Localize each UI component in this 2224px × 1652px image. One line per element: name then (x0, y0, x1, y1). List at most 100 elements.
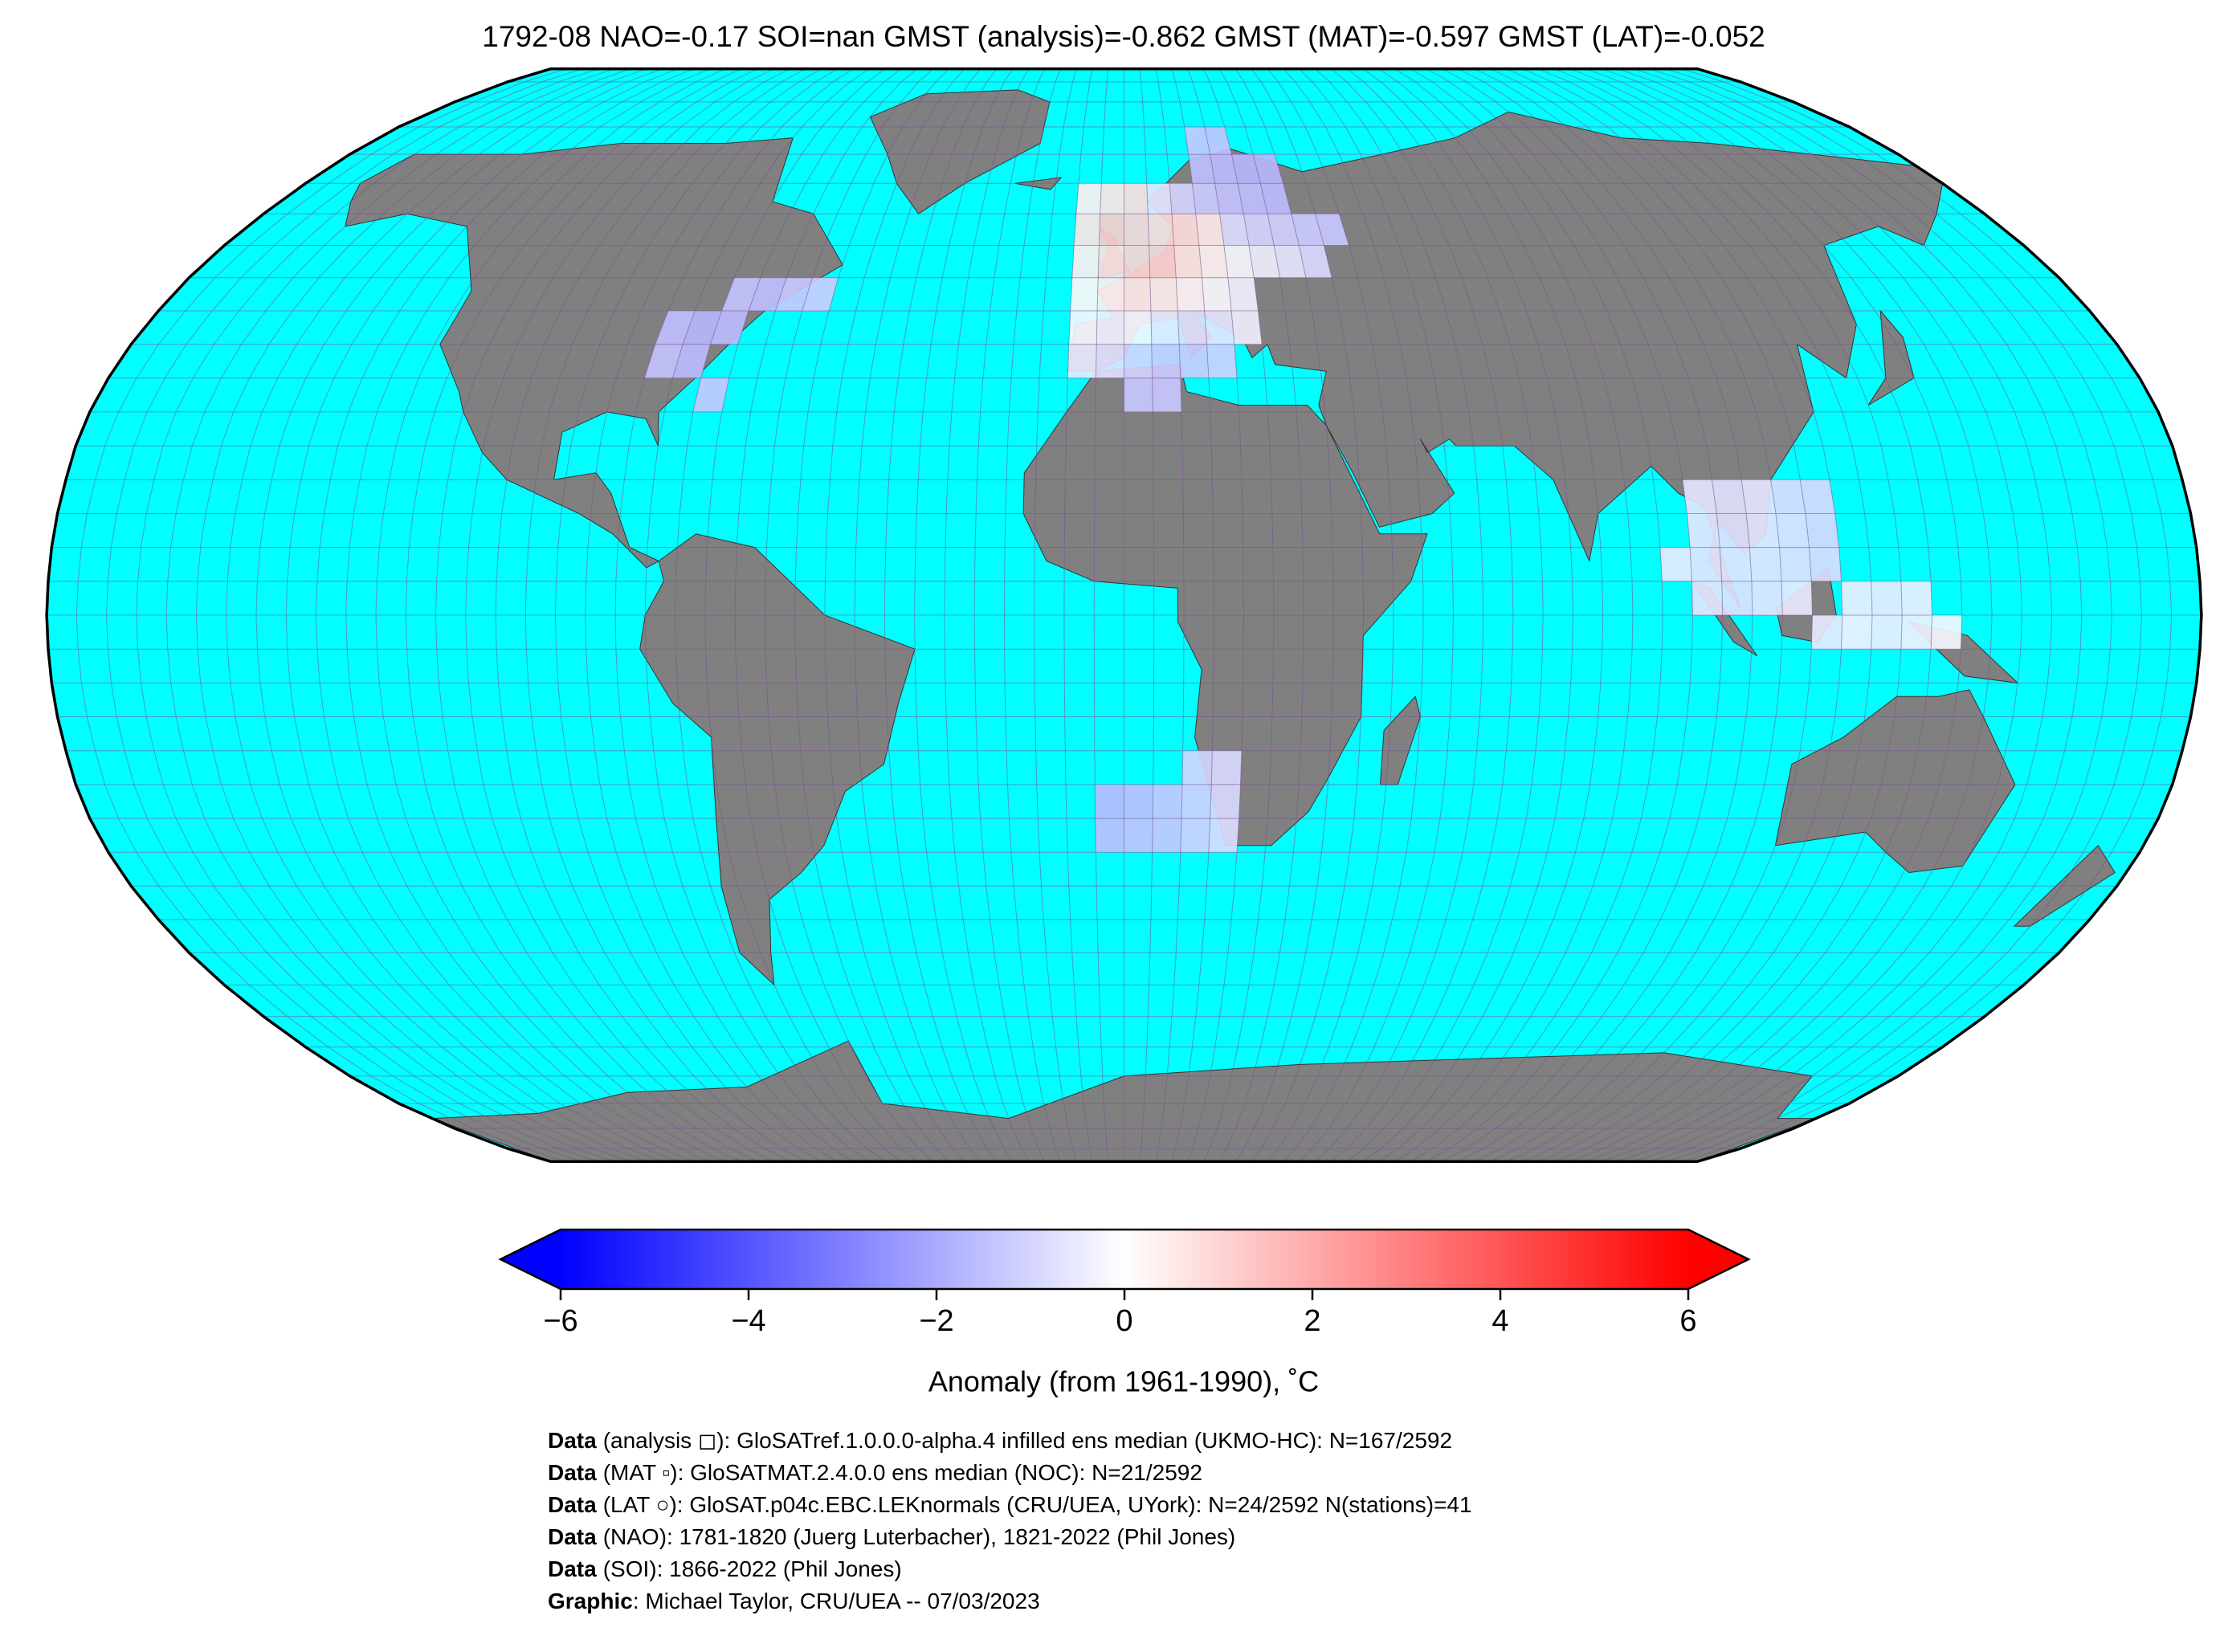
anomaly-cell (1188, 154, 1215, 184)
anomaly-cell (1253, 154, 1283, 184)
colorbar-tick-label: 2 (1304, 1304, 1320, 1338)
colorbar-extend-low (500, 1230, 561, 1289)
anomaly-cell (1219, 214, 1250, 246)
anomaly-cell (1805, 513, 1839, 548)
anomaly-cell (1067, 344, 1097, 378)
anomaly-cell (1716, 513, 1750, 548)
anomaly-cell (1770, 479, 1806, 514)
anomaly-cell (1211, 750, 1242, 785)
anomaly-cell (1274, 245, 1306, 278)
anomaly-cell (802, 277, 839, 311)
anomaly-cell (1172, 214, 1199, 246)
land (869, 89, 1051, 214)
anomaly-cell (1148, 214, 1174, 246)
colorbar-tick-label: −4 (731, 1304, 765, 1338)
anomaly-cell (1124, 818, 1153, 853)
anomaly-cell (1231, 311, 1263, 345)
anomaly-cell (1202, 277, 1232, 311)
footer-line: Data (LAT ○): GloSAT.p04c.EBC.LEKnormals … (548, 1492, 1472, 1517)
colorbar-bar (561, 1230, 1688, 1289)
colorbar-tick-label: 4 (1492, 1304, 1508, 1338)
anomaly-cell (1097, 277, 1124, 311)
footer-label: Data (548, 1428, 597, 1453)
anomaly-cell (1315, 214, 1349, 246)
anomaly-cell (775, 277, 813, 311)
anomaly-cell (1124, 277, 1151, 311)
anomaly-cell (1195, 214, 1224, 246)
map (45, 67, 2203, 1164)
anomaly-cell (1124, 784, 1153, 819)
anomaly-cell (1124, 377, 1153, 412)
colorbar: −6 −4 −2 0 2 4 6 Anomaly (from 1961-1990), ˚C (498, 1228, 1751, 1398)
anomaly-cell (1931, 615, 1962, 650)
anomaly-cell (1169, 183, 1196, 214)
anomaly-cell (1291, 214, 1324, 246)
footer-text: (NAO): 1781-1820 (Juerg Luterbacher), 18… (603, 1524, 1236, 1549)
anomaly-cell (1746, 513, 1780, 548)
anomaly-cell (1149, 245, 1177, 278)
anomaly-cell (1071, 245, 1100, 278)
footer-line: Data (NAO): 1781-1820 (Juerg Luterbacher)… (548, 1524, 1235, 1549)
anomaly-cell (1267, 214, 1300, 246)
anomaly-cell (1811, 615, 1842, 650)
map-layers (47, 68, 2202, 1162)
anomaly-cell (1070, 277, 1099, 311)
anomaly-cell (1691, 581, 1723, 615)
anomaly-cell (672, 344, 711, 378)
anomaly-cell (1781, 581, 1813, 615)
land (639, 533, 916, 986)
anomaly-cell (1099, 214, 1124, 246)
anomaly-cell (1184, 127, 1210, 155)
anomaly-cell (1198, 245, 1228, 278)
anomaly-cell (1096, 344, 1124, 378)
anomaly-cell (1124, 183, 1149, 214)
footer-line: Data (SOI): 1866-2022 (Phil Jones) (548, 1556, 902, 1581)
anomaly-cell (1871, 581, 1903, 615)
anomaly-cell (1243, 214, 1275, 246)
anomaly-cell (1779, 547, 1812, 581)
anomaly-cell (1227, 277, 1259, 311)
anomaly-cell (1206, 344, 1237, 378)
anomaly-cell (1124, 214, 1149, 246)
anomaly-cell (1660, 547, 1692, 581)
anomaly-cell (1224, 245, 1255, 278)
anomaly-cell (1095, 818, 1124, 853)
anomaly-cell (1749, 547, 1782, 581)
colorbar-extend-high (1688, 1230, 1749, 1289)
land (1867, 309, 1915, 406)
anomaly-cell (1260, 183, 1292, 214)
footer-label: Graphic (548, 1589, 633, 1613)
footer-label: Data (548, 1460, 597, 1485)
map-title: 1792-08 NAO=-0.17 SOI=nan GMST (analysis… (482, 20, 1765, 53)
anomaly-cell (1124, 245, 1150, 278)
anomaly-cell (1900, 615, 1932, 650)
footer-line: Data (MAT ▫): GloSATMAT.2.4.0.0 ens media… (548, 1460, 1202, 1485)
anomaly-cell (692, 377, 729, 412)
anomaly-cell (1182, 750, 1213, 785)
anomaly-cell (1204, 127, 1232, 155)
anomaly-cell (1096, 311, 1124, 345)
anomaly-cell (749, 277, 787, 311)
colorbar-tick-label: −6 (543, 1304, 577, 1338)
anomaly-cell (1841, 581, 1872, 615)
footer-label: Data (548, 1524, 597, 1549)
map-outline (45, 67, 2203, 1164)
anomaly-cell (1800, 479, 1835, 514)
anomaly-cell (1076, 183, 1102, 214)
anomaly-cell (1776, 513, 1810, 548)
colorbar-tick-label: −2 (919, 1304, 953, 1338)
anomaly-cell (1150, 311, 1180, 345)
anomaly-cell (1741, 479, 1776, 514)
anomaly-cell (1720, 547, 1752, 581)
footer-text: (SOI): 1866-2022 (Phil Jones) (603, 1556, 902, 1581)
anomaly-cell (1871, 615, 1903, 650)
footer-label: Data (548, 1556, 597, 1581)
anomaly-cell (1204, 311, 1234, 345)
footer-label: Data (548, 1492, 597, 1517)
anomaly-cell (1181, 784, 1212, 819)
anomaly-cell (1210, 784, 1241, 819)
anomaly-cell (1238, 183, 1267, 214)
footer-text: (LAT ○): GloSAT.p04c.EBC.LEKnormals (CRU… (603, 1492, 1472, 1517)
